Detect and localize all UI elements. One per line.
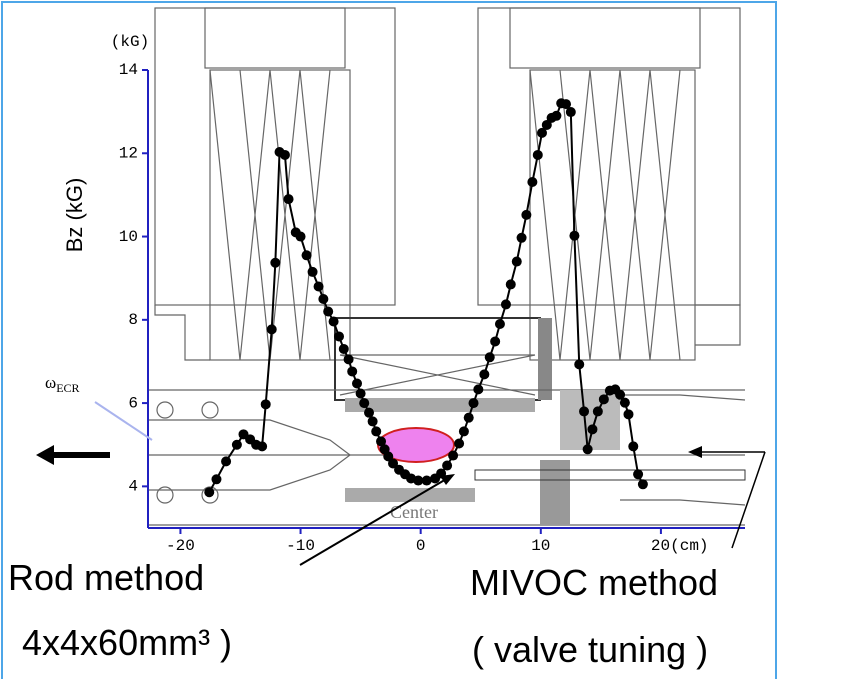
y-tick-label: 14 <box>119 61 138 79</box>
data-point <box>633 469 643 479</box>
center-label: Center <box>390 502 438 522</box>
data-point <box>551 111 561 121</box>
x-tick-label: -10 <box>286 537 315 555</box>
data-point <box>308 267 318 277</box>
data-point <box>232 440 242 450</box>
omega-label: ωECR <box>45 373 80 395</box>
data-point <box>527 177 537 187</box>
omega-arrow <box>95 402 152 440</box>
data-point <box>359 398 369 408</box>
x-tick-label: 0 <box>416 537 426 555</box>
data-point <box>318 294 328 304</box>
data-point <box>211 474 221 484</box>
data-point <box>339 344 349 354</box>
data-point <box>506 279 516 289</box>
data-point <box>490 336 500 346</box>
data-point <box>329 316 339 326</box>
y-tick-label: 12 <box>119 144 138 162</box>
data-point <box>352 379 362 389</box>
mivoc-arrow <box>700 452 765 548</box>
data-point <box>368 416 378 426</box>
data-point <box>521 210 531 220</box>
data-point <box>485 352 495 362</box>
data-point <box>334 331 344 341</box>
slide: 4 6 8 10 12 14 -20 -10 0 10 20(cm) (kG) Bz (kG) ωE… <box>0 0 850 679</box>
data-point <box>569 231 579 241</box>
data-point <box>364 408 374 418</box>
data-point <box>620 398 630 408</box>
data-point <box>593 406 603 416</box>
data-point <box>296 232 306 242</box>
data-point <box>459 426 469 436</box>
data-point <box>371 426 381 436</box>
y-tick-label: 6 <box>128 394 138 412</box>
data-point <box>302 250 312 260</box>
mivoc-note: ( valve tuning ) <box>472 629 708 670</box>
data-point <box>270 258 280 268</box>
data-point <box>583 444 593 454</box>
omega-subscript: ECR <box>56 381 79 395</box>
data-point <box>501 299 511 309</box>
data-point <box>356 389 366 399</box>
data-point <box>267 324 277 334</box>
data-point <box>280 150 290 160</box>
data-point <box>473 384 483 394</box>
omega-symbol: ω <box>45 373 56 392</box>
data-point <box>323 306 333 316</box>
data-point <box>464 413 474 423</box>
data-point <box>599 394 609 404</box>
data-point <box>469 398 479 408</box>
data-point <box>221 456 231 466</box>
data-point <box>257 441 267 451</box>
data-point <box>533 150 543 160</box>
data-point <box>204 487 214 497</box>
data-point <box>284 194 294 204</box>
mivoc-arrow-head <box>688 446 702 458</box>
data-point <box>448 451 458 461</box>
y-tick-label: 4 <box>128 478 138 496</box>
data-point <box>479 369 489 379</box>
data-point <box>579 406 589 416</box>
data-point <box>454 438 464 448</box>
data-point <box>344 354 354 364</box>
data-point <box>628 441 638 451</box>
data-point <box>442 461 452 471</box>
y-axis-label: Bz (kG) <box>62 178 87 253</box>
data-point <box>422 476 432 486</box>
y-tick-label: 10 <box>119 228 138 246</box>
data-point <box>638 479 648 489</box>
y-unit: (kG) <box>111 33 149 51</box>
exit-arrow-head <box>36 445 54 465</box>
data-point <box>623 409 633 419</box>
data-point <box>566 107 576 117</box>
plot: 4 6 8 10 12 14 -20 -10 0 10 20(cm) <box>119 61 745 555</box>
x-tick-label: 10 <box>531 537 550 555</box>
data-point <box>347 366 357 376</box>
data-point <box>314 282 324 292</box>
data-point <box>512 257 522 267</box>
x-tick-label: 20(cm) <box>651 537 709 555</box>
x-tick-label: -20 <box>166 537 195 555</box>
data-point <box>587 424 597 434</box>
data-point <box>517 233 527 243</box>
y-tick-label: 8 <box>128 311 138 329</box>
data-point <box>574 359 584 369</box>
rod-method: Rod method <box>8 557 204 598</box>
rod-size: 4x4x60mm³ ) <box>22 622 232 663</box>
mivoc-method: MIVOC method <box>470 562 718 603</box>
data-point <box>495 319 505 329</box>
data-point <box>261 399 271 409</box>
